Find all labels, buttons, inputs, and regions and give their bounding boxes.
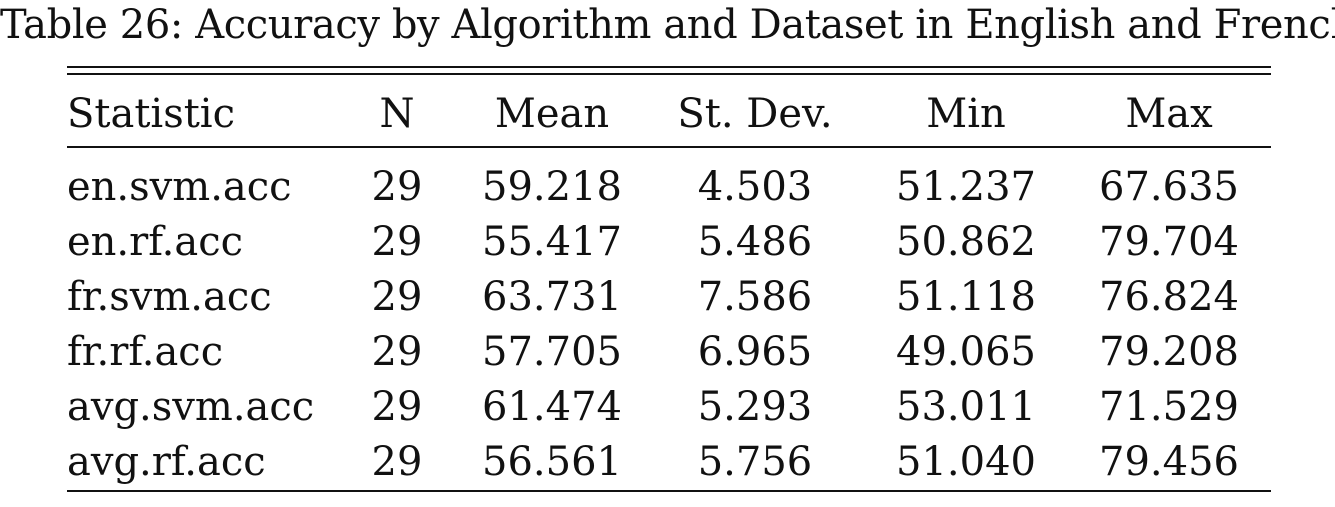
cell-statistic: fr.rf.acc: [67, 329, 224, 375]
cell-min: 50.862: [896, 219, 1036, 265]
cell-n: 29: [371, 439, 423, 485]
header-n: N: [379, 91, 415, 137]
table-row: fr.rf.acc 29 57.705 6.965 49.065 79.208: [67, 325, 1271, 380]
cell-statistic: en.rf.acc: [67, 219, 244, 265]
cell-mean: 57.705: [482, 329, 622, 375]
cell-mean: 61.474: [482, 384, 622, 430]
summary-statistics-table: Statistic N Mean St. Dev. Min Max en.svm…: [67, 82, 1271, 490]
cell-st-dev: 5.293: [697, 384, 813, 430]
bottom-rule: [67, 490, 1271, 492]
cell-min: 51.237: [896, 164, 1036, 210]
cell-n: 29: [371, 384, 423, 430]
cell-max: 71.529: [1099, 384, 1239, 430]
cell-min: 53.011: [896, 384, 1036, 430]
cell-st-dev: 4.503: [697, 164, 813, 210]
cell-statistic: fr.svm.acc: [67, 274, 272, 320]
table-row: en.svm.acc 29 59.218 4.503 51.237 67.635: [67, 160, 1271, 215]
header-max: Max: [1125, 91, 1213, 137]
header-mean: Mean: [494, 91, 610, 137]
cell-max: 76.824: [1099, 274, 1239, 320]
table-row: avg.rf.acc 29 56.561 5.756 51.040 79.456: [67, 435, 1271, 490]
cell-mean: 63.731: [482, 274, 622, 320]
cell-n: 29: [371, 219, 423, 265]
cell-max: 79.456: [1099, 439, 1239, 485]
cell-statistic: avg.rf.acc: [67, 439, 266, 485]
cell-st-dev: 5.486: [697, 219, 813, 265]
top-double-rule-upper: [67, 66, 1271, 68]
cell-n: 29: [371, 329, 423, 375]
table-caption: Table 26: Accuracy by Algorithm and Data…: [0, 2, 1335, 48]
table-row: en.rf.acc 29 55.417 5.486 50.862 79.704: [67, 215, 1271, 270]
top-double-rule-lower: [67, 73, 1271, 75]
cell-min: 51.118: [896, 274, 1036, 320]
header-rule: [67, 146, 1271, 148]
cell-statistic: en.svm.acc: [67, 164, 292, 210]
cell-max: 67.635: [1099, 164, 1239, 210]
header-st-dev: St. Dev.: [677, 91, 833, 137]
table-row: fr.svm.acc 29 63.731 7.586 51.118 76.824: [67, 270, 1271, 325]
cell-st-dev: 7.586: [697, 274, 813, 320]
header-row: Statistic N Mean St. Dev. Min Max: [67, 82, 1271, 146]
cell-max: 79.208: [1099, 329, 1239, 375]
cell-statistic: avg.svm.acc: [67, 384, 315, 430]
cell-mean: 56.561: [482, 439, 622, 485]
cell-min: 51.040: [896, 439, 1036, 485]
cell-n: 29: [371, 164, 423, 210]
cell-mean: 55.417: [482, 219, 622, 265]
header-min: Min: [926, 91, 1006, 137]
cell-max: 79.704: [1099, 219, 1239, 265]
cell-st-dev: 5.756: [697, 439, 813, 485]
cell-mean: 59.218: [482, 164, 622, 210]
header-statistic: Statistic: [67, 91, 235, 137]
cell-n: 29: [371, 274, 423, 320]
cell-min: 49.065: [896, 329, 1036, 375]
table-row: avg.svm.acc 29 61.474 5.293 53.011 71.52…: [67, 380, 1271, 435]
cell-st-dev: 6.965: [697, 329, 813, 375]
